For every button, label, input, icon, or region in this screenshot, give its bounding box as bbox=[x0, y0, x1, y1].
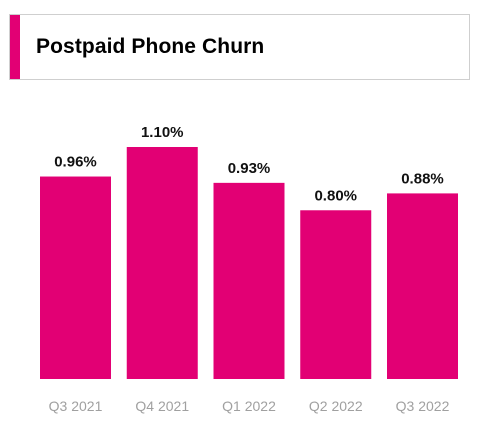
x-tick-label: Q3 2022 bbox=[396, 398, 450, 414]
bar-q2-2022 bbox=[300, 210, 372, 379]
data-label: 0.88% bbox=[401, 170, 444, 187]
chart-title: Postpaid Phone Churn bbox=[36, 35, 265, 58]
x-tick-label: Q4 2021 bbox=[135, 398, 189, 414]
x-tick-label: Q3 2021 bbox=[49, 398, 103, 414]
x-tick-label: Q2 2022 bbox=[309, 398, 363, 414]
data-label: 0.93% bbox=[228, 160, 271, 177]
title-accent-bar bbox=[10, 15, 20, 79]
bar-q3-2021 bbox=[40, 176, 111, 379]
data-label: 0.96% bbox=[54, 154, 97, 171]
data-label: 1.10% bbox=[141, 124, 184, 141]
data-label: 0.80% bbox=[314, 187, 357, 204]
chart-title-box: Postpaid Phone Churn bbox=[9, 14, 470, 80]
bar-q3-2022 bbox=[387, 193, 458, 379]
x-tick-label: Q1 2022 bbox=[222, 398, 276, 414]
bar-q1-2022 bbox=[213, 182, 285, 379]
bar-q4-2021 bbox=[126, 147, 198, 379]
